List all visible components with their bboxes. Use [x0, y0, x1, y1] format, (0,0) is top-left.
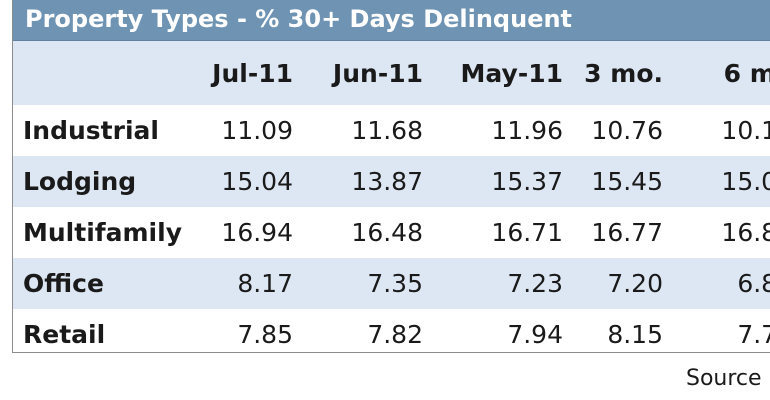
table-cell: 10.76: [591, 116, 663, 145]
column-header-jun-11: Jun-11: [332, 58, 423, 88]
column-header-3-mo: 3 mo.: [584, 58, 663, 88]
row-label: Multifamily: [23, 218, 182, 247]
table-cell: 11.09: [221, 116, 293, 145]
table-row-multifamily: Multifamily 16.94 16.48 16.71 16.77 16.8…: [13, 207, 770, 258]
table-cell: 10.12: [721, 116, 770, 145]
table-cell: 7.82: [367, 320, 423, 349]
delinquency-table-panel: Property Types - % 30+ Days Delinquent J…: [12, 0, 770, 353]
table-cell: 6.88: [737, 269, 770, 298]
column-header-jul-11: Jul-11: [212, 58, 293, 88]
row-label: Retail: [23, 320, 106, 349]
table-cell: 16.85: [721, 218, 770, 247]
table-row-office: Office 8.17 7.35 7.23 7.20 6.88: [13, 258, 770, 309]
source-note: Source: [686, 366, 762, 391]
table-cell: 15.08: [721, 167, 770, 196]
column-header-6-mo: 6 mo: [723, 58, 770, 88]
table-row-lodging: Lodging 15.04 13.87 15.37 15.45 15.08: [13, 156, 770, 207]
table-cell: 8.17: [237, 269, 293, 298]
table-cell: 7.72: [737, 320, 770, 349]
table-cell: 15.04: [221, 167, 293, 196]
table-cell: 16.77: [591, 218, 663, 247]
row-label: Industrial: [23, 116, 159, 145]
table-cell: 16.48: [351, 218, 423, 247]
table-cell: 15.45: [591, 167, 663, 196]
table-cell: 7.20: [607, 269, 663, 298]
table-title: Property Types - % 30+ Days Delinquent: [13, 0, 770, 41]
table-cell: 7.23: [507, 269, 563, 298]
table-cell: 7.85: [237, 320, 293, 349]
table-cell: 16.71: [491, 218, 563, 247]
row-label: Office: [23, 269, 104, 298]
table-cell: 11.96: [491, 116, 563, 145]
table-row-retail: Retail 7.85 7.82 7.94 8.15 7.72: [13, 309, 770, 352]
row-label: Lodging: [23, 167, 137, 196]
table-cell: 16.94: [221, 218, 293, 247]
table-cell: 7.35: [367, 269, 423, 298]
column-header-row: Jul-11 Jun-11 May-11 3 mo. 6 mo: [13, 41, 770, 105]
column-header-may-11: May-11: [460, 58, 563, 88]
table-cell: 15.37: [491, 167, 563, 196]
table-cell: 13.87: [351, 167, 423, 196]
table-cell: 7.94: [507, 320, 563, 349]
table-cell: 11.68: [351, 116, 423, 145]
table-row-industrial: Industrial 11.09 11.68 11.96 10.76 10.12: [13, 105, 770, 156]
table-cell: 8.15: [607, 320, 663, 349]
